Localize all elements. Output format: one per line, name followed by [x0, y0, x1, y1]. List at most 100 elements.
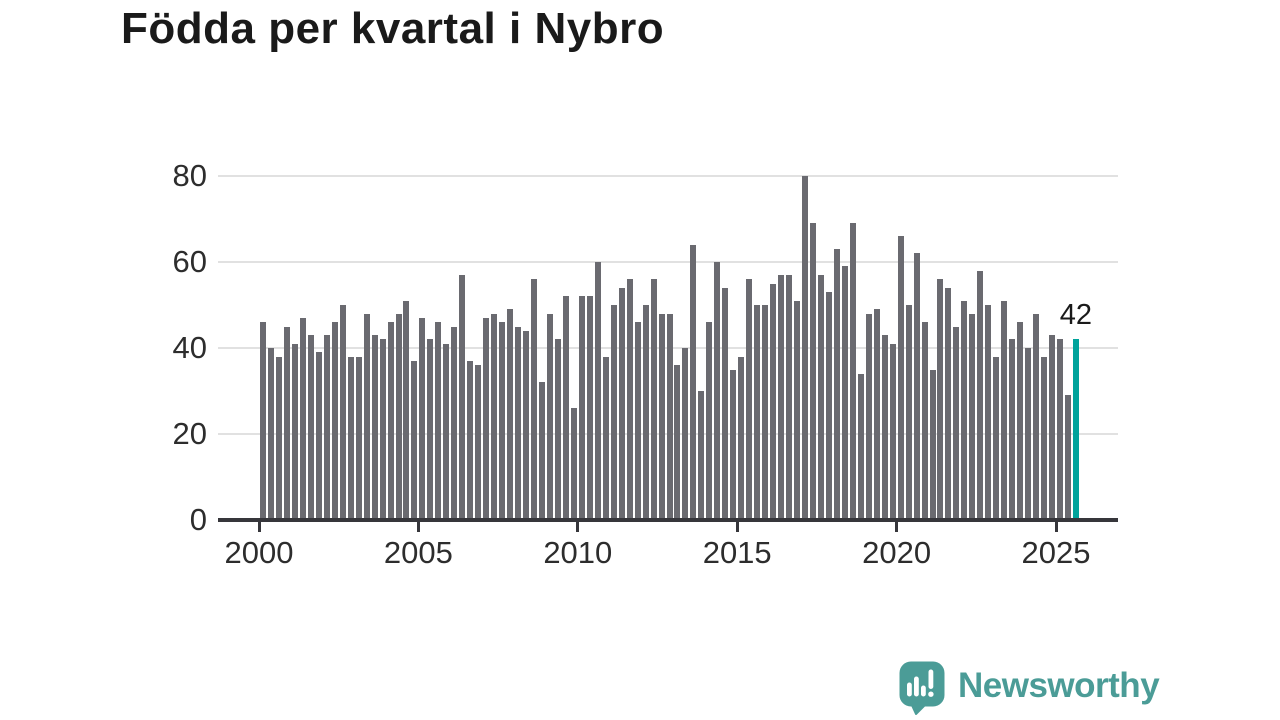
bar-2008-q4: [538, 382, 545, 520]
bar-2012-q3: [658, 313, 665, 520]
bar-2005-q4: [443, 343, 450, 520]
bar-2001-q4: [315, 352, 322, 520]
bar-2012-q2: [650, 279, 657, 520]
x-tick-2010: [576, 522, 580, 532]
bar-2013-q2: [682, 348, 689, 520]
bar-2016-q2: [778, 274, 784, 520]
bar-2016-q3: [786, 274, 792, 520]
y-axis-label-60: 60: [172, 244, 207, 279]
bar-2005-q3: [435, 322, 442, 520]
bar-2006-q2: [459, 274, 466, 520]
bar-2006-q1: [451, 326, 458, 520]
bar-2001-q1: [291, 343, 298, 520]
bar-2023-q2: [1001, 300, 1008, 520]
bar-2024-q4: [1049, 335, 1055, 520]
bar-2003-q3: [371, 335, 378, 520]
y-axis-label-20: 20: [172, 416, 207, 451]
x-axis-label-2005: 2005: [383, 535, 453, 570]
bar-2021-q1: [929, 369, 936, 520]
bar-2007-q1: [483, 317, 490, 520]
bar-2025-q1: [1057, 339, 1063, 520]
x-tick-2005: [416, 522, 420, 532]
bar-2010-q3: [594, 262, 601, 520]
bar-2017-q1: [801, 176, 808, 520]
bar-2014-q2: [714, 262, 721, 520]
x-axis-label-2025: 2025: [1021, 535, 1091, 570]
bar-2007-q2: [491, 313, 498, 520]
bar-2008-q2: [523, 330, 529, 520]
newsworthy-wordmark: Newsworthy: [958, 666, 1160, 705]
x-axis-label-2020: 2020: [862, 535, 932, 570]
bar-2025-q2: [1065, 395, 1071, 520]
bar-2017-q3: [817, 274, 824, 520]
bar-2019-q3: [881, 335, 888, 520]
bar-2011-q4: [634, 322, 641, 520]
bar-2008-q3: [531, 279, 537, 520]
bar-2011-q1: [610, 305, 617, 520]
gridline-y-60: [218, 261, 1118, 263]
x-axis-line: [218, 518, 1118, 522]
bar-2004-q1: [387, 322, 394, 520]
bar-2003-q1: [355, 356, 362, 520]
bar-2018-q2: [841, 266, 848, 520]
bar-2016-q4: [794, 300, 800, 520]
bar-2022-q2: [969, 313, 976, 520]
newsworthy-logo-icon: [899, 661, 945, 715]
bar-2021-q2: [937, 279, 944, 520]
x-tick-2020: [895, 522, 899, 532]
bar-2022-q4: [985, 305, 992, 520]
bar-2016-q1: [770, 283, 777, 520]
bar-2002-q3: [339, 305, 346, 520]
bar-2001-q3: [307, 335, 314, 520]
gridline-y-80: [218, 175, 1118, 177]
bar-2015-q1: [738, 356, 745, 520]
bar-2002-q4: [347, 356, 354, 520]
x-axis-label-2000: 2000: [224, 535, 294, 570]
bar-2015-q3: [754, 305, 761, 520]
bar-2014-q4: [730, 369, 737, 520]
x-tick-2015: [735, 522, 739, 532]
bar-2012-q4: [666, 313, 673, 520]
bar-2009-q2: [554, 339, 561, 520]
bar-2021-q4: [953, 326, 960, 520]
bar-2010-q2: [586, 296, 593, 520]
bar-2007-q3: [499, 322, 506, 520]
bar-2020-q1: [897, 236, 904, 520]
bar-2018-q4: [857, 373, 864, 520]
bar-2003-q2: [363, 313, 370, 520]
bar-2017-q2: [809, 223, 816, 520]
chart-title: Födda per kvartal i Nybro: [121, 4, 665, 53]
bar-2009-q3: [562, 296, 569, 520]
bar-2002-q2: [331, 322, 338, 520]
bar-2019-q2: [873, 309, 880, 520]
bar-2023-q1: [993, 356, 1000, 520]
bar-2006-q3: [467, 360, 474, 520]
bar-2006-q4: [475, 365, 482, 520]
bar-2012-q1: [642, 305, 649, 520]
bar-2022-q3: [977, 270, 984, 520]
bar-2017-q4: [825, 292, 832, 520]
bar-2024-q3: [1041, 356, 1047, 520]
bar-2004-q4: [411, 360, 418, 520]
bar-2004-q2: [395, 313, 402, 520]
bar-2018-q1: [833, 249, 840, 520]
bar-2019-q4: [889, 343, 896, 520]
bar-2022-q1: [961, 300, 968, 520]
bar-2000-q2: [268, 348, 274, 520]
x-tick-2000: [257, 522, 261, 532]
bar-2005-q2: [427, 339, 434, 520]
bar-2010-q1: [578, 296, 585, 520]
bar-2000-q4: [283, 326, 290, 520]
bar-2020-q4: [921, 322, 928, 520]
x-axis-label-2015: 2015: [702, 535, 772, 570]
bar-2000-q1: [260, 322, 266, 520]
bar-2015-q2: [746, 279, 753, 520]
bar-2025-q3: [1072, 339, 1079, 520]
x-tick-2025: [1054, 522, 1058, 532]
x-axis-label-2010: 2010: [543, 535, 613, 570]
bar-2000-q3: [275, 356, 282, 520]
bar-2014-q3: [722, 287, 729, 520]
bar-2021-q3: [945, 287, 952, 520]
bar-2013-q4: [698, 391, 705, 520]
